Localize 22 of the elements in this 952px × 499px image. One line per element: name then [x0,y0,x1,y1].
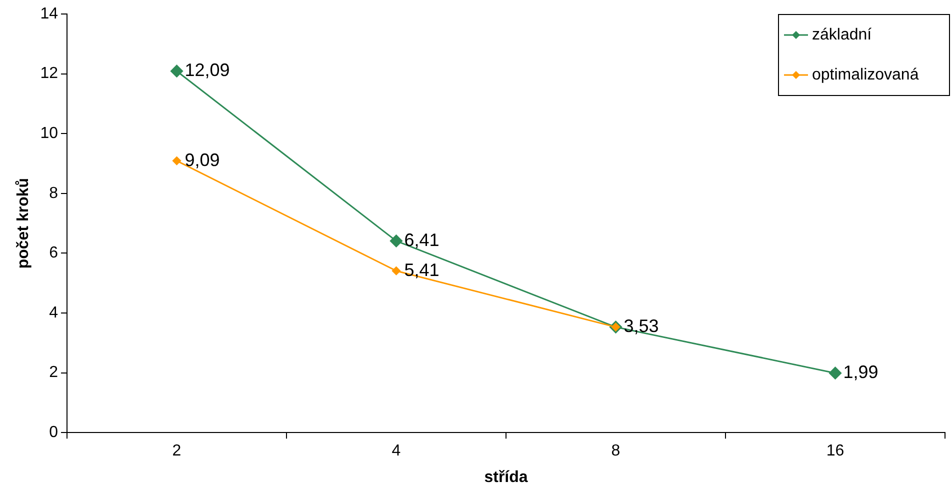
legend-label: optimalizovaná [812,66,919,84]
x-tick-label: 8 [611,442,620,460]
x-tick-label: 16 [826,442,844,460]
data-label: 9,09 [184,150,220,170]
y-tick-label: 6 [49,244,58,262]
data-label: 12,09 [184,60,230,80]
data-label: 5,41 [404,260,440,280]
data-label: 3,53 [624,316,659,336]
y-axis-title: počet kroků [15,178,32,269]
y-tick-label: 8 [49,184,58,202]
y-tick-label: 12 [40,65,58,82]
y-tick-label: 10 [40,125,58,142]
y-tick-label: 0 [49,424,58,442]
data-label: 1,99 [843,362,878,382]
y-tick-label: 14 [40,5,58,22]
x-tick-label: 4 [392,442,401,460]
legend-label: základní [812,26,872,44]
x-tick-label: 2 [172,442,182,460]
x-axis-title: střída [484,468,528,486]
y-tick-label: 4 [49,304,58,322]
data-label: 6,41 [404,230,440,250]
y-tick-label: 2 [49,364,58,382]
